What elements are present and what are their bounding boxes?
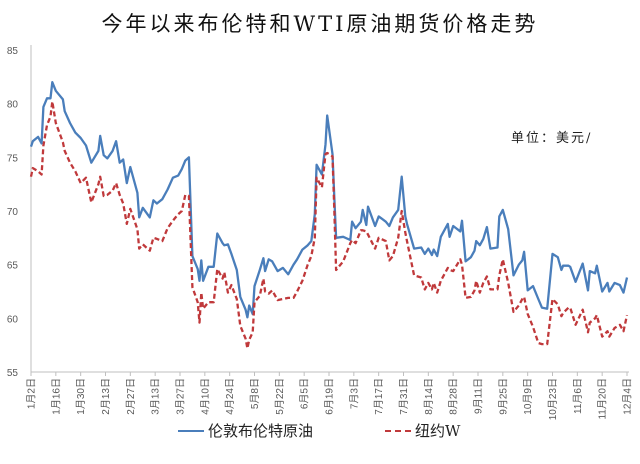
x-tick-label: 1月2日 xyxy=(26,378,38,409)
legend-item-wti: 纽约W xyxy=(385,420,460,441)
x-tick-label: 5月22日 xyxy=(274,378,286,415)
x-tick-label: 6月19日 xyxy=(324,378,336,415)
x-tick-label: 3月13日 xyxy=(150,378,162,415)
y-tick-label: 70 xyxy=(7,207,19,218)
x-tick-label: 7月31日 xyxy=(398,378,410,415)
x-tick-label: 11月20日 xyxy=(597,378,609,420)
x-tick-label: 8月28日 xyxy=(448,378,460,415)
x-tick-label: 9月11日 xyxy=(473,378,485,414)
x-tick-label: 7月17日 xyxy=(373,378,385,415)
x-tick-label: 9月25日 xyxy=(497,378,509,415)
x-tick-label: 1月16日 xyxy=(50,378,62,415)
legend-label: 纽约W xyxy=(415,422,461,440)
x-tick-label: 4月24日 xyxy=(224,378,236,415)
series-lines xyxy=(29,81,629,350)
legend-swatch-solid xyxy=(178,429,204,432)
blur-overlay xyxy=(455,424,640,446)
x-tick-label: 1月30日 xyxy=(75,378,87,415)
series-line-wti xyxy=(29,100,629,350)
legend-item-brent: 伦敦布伦特原油 xyxy=(178,420,313,441)
y-tick-label: 65 xyxy=(7,261,19,272)
legend-swatch-dashed xyxy=(385,429,411,432)
chart-title: 今年以来布伦特和WTI原油期货价格走势 xyxy=(101,12,539,36)
x-tick-label: 5月8日 xyxy=(249,378,261,409)
x-tick-label: 7月3日 xyxy=(348,378,360,409)
x-tick-label: 2月27日 xyxy=(125,378,137,415)
legend-label: 伦敦布伦特原油 xyxy=(208,422,314,440)
x-tick-label: 10月23日 xyxy=(547,378,559,420)
x-tick-label: 8月14日 xyxy=(423,378,435,415)
x-tick-label: 11月6日 xyxy=(572,378,584,414)
x-tick-label: 3月27日 xyxy=(175,378,187,415)
axes: 55 60 65 70 75 80 85 1月2日 1月16日 1月30日 2月13日 2月27日 3月… xyxy=(7,45,634,420)
series-line-brent xyxy=(29,81,629,319)
x-tick-label: 12月4日 xyxy=(622,378,634,415)
legend: 伦敦布伦特原油 纽约W xyxy=(0,420,640,450)
y-tick-label: 55 xyxy=(7,368,19,379)
unit-label: 单位：美元/ xyxy=(511,131,593,146)
x-tick-label: 2月13日 xyxy=(100,378,112,415)
y-tick-label: 80 xyxy=(7,100,19,111)
x-tick-label: 4月10日 xyxy=(199,378,211,415)
x-tick-label: 10月9日 xyxy=(522,378,534,415)
x-tick-label: 6月5日 xyxy=(299,378,311,409)
y-tick-label: 60 xyxy=(7,314,19,325)
y-tick-label: 75 xyxy=(7,153,19,164)
y-tick-label: 85 xyxy=(7,46,19,57)
